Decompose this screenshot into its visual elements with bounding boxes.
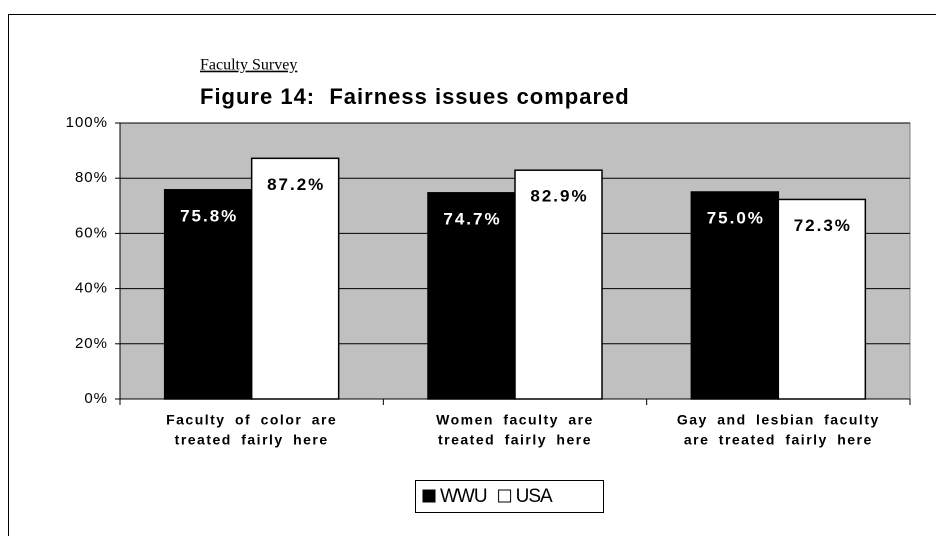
- y-tick-label: 40%: [75, 280, 108, 297]
- x-tick-label: treated fairly here: [438, 432, 592, 448]
- x-tick-label: Gay and lesbian faculty: [677, 412, 880, 428]
- frame: [8, 14, 936, 536]
- bar: [250, 157, 340, 400]
- x-tick-label: are treated fairly here: [684, 432, 873, 448]
- value-label: 74.7%: [443, 209, 501, 228]
- y-tick-label: 60%: [75, 224, 108, 241]
- value-label: 82.9%: [530, 187, 588, 206]
- y-tick-label: 0%: [84, 390, 108, 407]
- bar: [690, 191, 780, 400]
- value-label: 87.2%: [267, 175, 325, 194]
- legend-swatch: [498, 489, 512, 503]
- chart-subtitle: Faculty Survey: [200, 57, 297, 74]
- y-tick-label: 100%: [66, 114, 108, 131]
- x-tick-label: treated fairly here: [175, 432, 329, 448]
- chart-title: Figure 14: Fairness issues compared: [200, 84, 630, 109]
- x-tick-label: Women faculty are: [436, 412, 594, 428]
- value-label: 75.0%: [707, 208, 765, 227]
- legend-swatch: [422, 489, 436, 503]
- value-label: 72.3%: [794, 216, 852, 235]
- y-tick-label: 20%: [75, 335, 108, 352]
- bar: [777, 198, 867, 400]
- legend-label: USA: [516, 486, 553, 507]
- bar: [514, 169, 603, 400]
- x-tick-label: Faculty of color are: [166, 412, 337, 428]
- value-label: 75.8%: [180, 206, 238, 225]
- y-tick-label: 80%: [75, 169, 108, 186]
- legend-label: WWU: [440, 486, 487, 507]
